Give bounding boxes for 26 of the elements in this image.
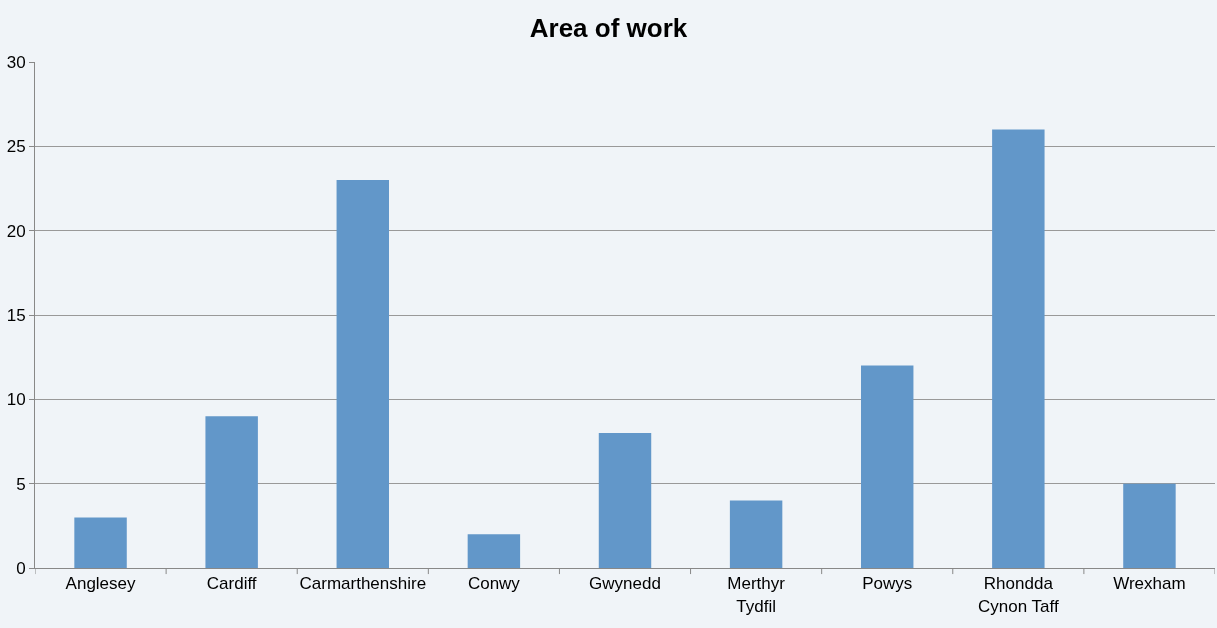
x-tick-label: Gwynedd [589, 574, 661, 594]
x-tick-label: Rhondda Cynon Taff [978, 574, 1059, 616]
x-tick-label: Merthyr Tydfil [727, 574, 786, 616]
x-tick-label: Carmarthenshire [299, 574, 427, 594]
y-tick-label: 10 [6, 390, 26, 410]
bar [336, 180, 389, 568]
bar [992, 129, 1045, 568]
bar [1123, 483, 1176, 568]
x-tick-label: Cardiff [206, 574, 257, 594]
y-tick-label: 25 [6, 137, 26, 157]
x-tick-label: Conwy [467, 574, 521, 594]
bar [598, 433, 652, 568]
y-tick-label: 15 [6, 305, 26, 325]
x-tick-label: Powys [862, 574, 913, 594]
bar [205, 416, 258, 568]
y-tick-label: 5 [16, 474, 26, 494]
bar [74, 517, 127, 568]
chart-title: Area of work [529, 13, 688, 44]
y-tick-label: 30 [6, 52, 26, 72]
x-tick-label: Anglesey [65, 574, 137, 594]
y-tick-label: 0 [16, 558, 26, 578]
bar [729, 500, 783, 568]
bar [467, 534, 521, 568]
y-tick-label: 20 [6, 221, 26, 241]
x-tick-label: Wrexham [1113, 574, 1186, 594]
bar [861, 365, 914, 568]
